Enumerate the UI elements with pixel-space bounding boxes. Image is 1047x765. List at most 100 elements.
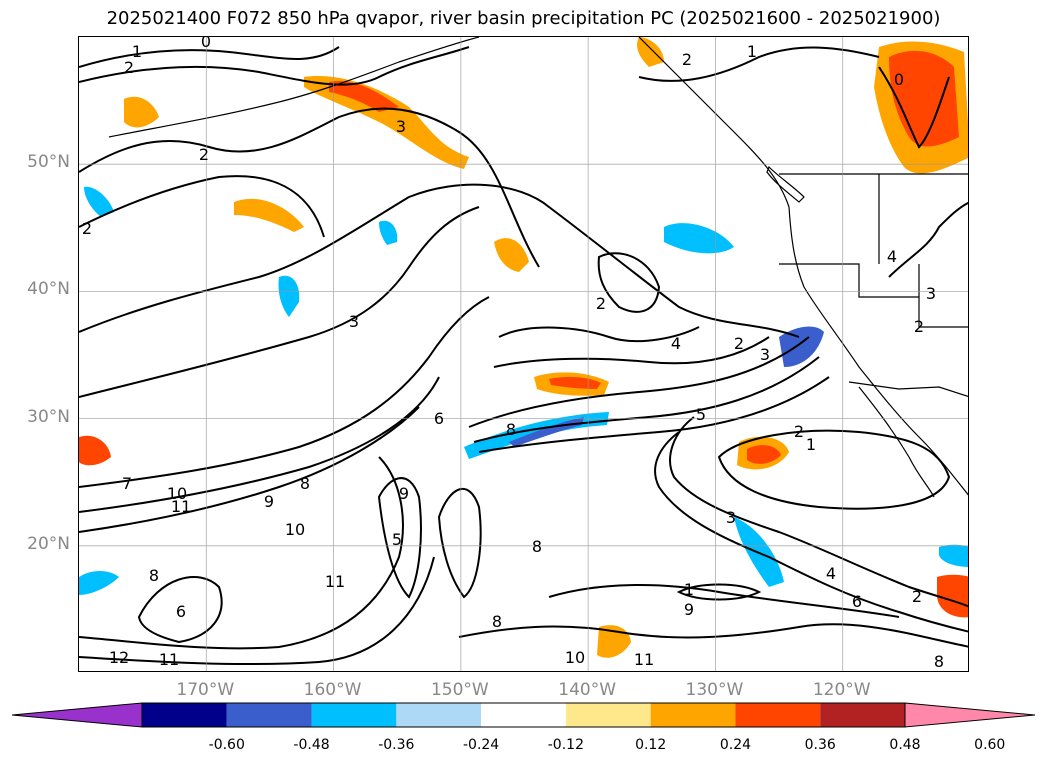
colorbar-tick-label: -0.36 <box>378 737 415 753</box>
contour-line <box>79 456 404 650</box>
contour-label: 4 <box>887 247 897 266</box>
contour-line <box>548 584 900 618</box>
contour-label: 1 <box>132 42 142 61</box>
shading-positive-patch <box>79 435 111 466</box>
contour-label: 2 <box>124 58 134 77</box>
contour-line <box>654 431 968 633</box>
contour-line <box>79 296 490 488</box>
contour-line <box>669 416 968 608</box>
contour-label: 9 <box>399 484 409 503</box>
colorbar-segment <box>311 703 397 727</box>
lon-tick-label: 160°W <box>303 680 362 700</box>
contour-line <box>458 623 968 648</box>
colorbar-tick-label: -0.12 <box>547 737 584 753</box>
contour-label: 9 <box>684 600 694 619</box>
contour-line <box>888 201 968 278</box>
contour-label: 3 <box>396 117 406 136</box>
us-state-border <box>779 263 968 328</box>
colorbar-segment <box>565 703 651 727</box>
lon-tick-label: 120°W <box>812 680 871 700</box>
contour-label: 0 <box>201 37 211 51</box>
contour-line <box>498 326 700 343</box>
contour-label: 8 <box>506 420 516 439</box>
shading-positive-patch <box>329 81 399 112</box>
contour-label-layer: 1 2 0 2 3 2 3 1 2 0 2 4 2 3 4 3 2 6 8 5 … <box>82 37 944 671</box>
contour-label: 11 <box>325 572 345 591</box>
shading-positive-patch <box>304 76 469 169</box>
contour-line <box>137 576 223 644</box>
contour-line <box>377 477 422 599</box>
shading-positive-patch <box>747 445 781 464</box>
colorbar-segment <box>142 703 227 727</box>
contour-label: 3 <box>926 284 936 303</box>
contour-line <box>79 556 435 666</box>
colorbar-segment <box>396 703 482 727</box>
lat-tick-label: 50°N <box>27 152 70 173</box>
contour-label: 5 <box>392 530 402 549</box>
contour-label: 8 <box>492 612 502 631</box>
lon-tick-label: 140°W <box>558 680 617 700</box>
contour-label: 2 <box>914 317 924 336</box>
shading-positive-patch <box>889 50 959 147</box>
contour-label: 2 <box>199 145 209 164</box>
us-mexico-border <box>848 381 968 397</box>
contour-label: 6 <box>434 409 444 428</box>
shading-negative-patch <box>84 186 114 217</box>
contour-label: 2 <box>596 294 606 313</box>
contour-label: 11 <box>159 650 179 669</box>
colorbar-extend-low <box>12 702 143 728</box>
contour-line <box>493 336 770 368</box>
contour-line <box>473 356 820 443</box>
contour-label: 9 <box>264 492 274 511</box>
contour-label: 11 <box>171 497 191 516</box>
contour-line <box>468 336 810 428</box>
colorbar-tick-label: 0.48 <box>889 737 921 753</box>
contour-line <box>79 183 800 338</box>
chart-title: 2025021400 F072 850 hPa qvapor, river ba… <box>106 8 941 29</box>
coastline-layer <box>108 37 968 498</box>
contour-line <box>79 107 540 268</box>
contour-line <box>878 66 950 149</box>
contour-label: 8 <box>532 537 542 556</box>
contour-line <box>79 46 470 86</box>
lat-tick-label: 20°N <box>27 533 70 554</box>
shading-negative-patch <box>939 544 968 567</box>
contour-line <box>676 583 762 601</box>
contour-label: 4 <box>671 334 681 353</box>
lat-tick-label: 40°N <box>27 279 70 300</box>
contour-label: 0 <box>894 70 904 89</box>
contour-line <box>717 429 951 510</box>
contour-label: 2 <box>912 587 922 606</box>
contour-line <box>478 376 830 453</box>
shading-positive-patch <box>234 198 304 232</box>
contour-label: 1 <box>684 580 694 599</box>
contour-line <box>597 252 661 313</box>
map-svg: 1 2 0 2 3 2 3 1 2 0 2 4 2 3 4 3 2 6 8 5 … <box>79 37 968 671</box>
colorbar-tick-label: -0.48 <box>293 737 330 753</box>
contour-line <box>79 206 480 398</box>
contour-label: 10 <box>167 484 187 503</box>
lon-tick-label: 170°W <box>176 680 235 700</box>
colorbar <box>12 702 1035 728</box>
map-plot-area: 1 2 0 2 3 2 3 1 2 0 2 4 2 3 4 3 2 6 8 5 … <box>78 36 969 672</box>
contour-label: 8 <box>149 566 159 585</box>
contour-label: 3 <box>349 312 359 331</box>
alaska-coastline <box>108 37 480 138</box>
contour-line <box>79 46 340 68</box>
contour-line <box>79 376 440 513</box>
colorbar-tick-label: 0.36 <box>804 737 836 753</box>
shading-negative-patch <box>379 220 398 245</box>
contour-label: 12 <box>109 648 129 667</box>
colorbar-extend-high <box>904 702 1035 728</box>
contour-label: 2 <box>82 219 92 238</box>
contour-label: 2 <box>734 334 744 353</box>
vancouver-island <box>766 165 805 203</box>
shading-positive-patch <box>124 96 159 128</box>
shading-positive-patch <box>494 238 529 272</box>
colorbar-tick-label: 0.60 <box>974 737 1006 753</box>
contour-label: 10 <box>285 520 305 539</box>
contour-label: 10 <box>565 648 585 667</box>
contour-label: 7 <box>122 474 132 493</box>
contour-label: 8 <box>300 474 310 493</box>
contour-label: 1 <box>747 42 757 61</box>
